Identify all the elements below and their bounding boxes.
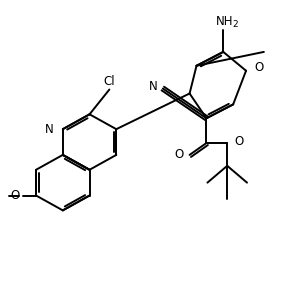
Text: 2: 2 (232, 20, 238, 29)
Text: N: N (149, 80, 158, 93)
Text: O: O (10, 189, 19, 202)
Text: O: O (174, 148, 184, 162)
Text: O: O (234, 134, 243, 148)
Text: NH: NH (216, 15, 233, 28)
Text: O: O (254, 61, 263, 74)
Text: Cl: Cl (103, 75, 115, 88)
Text: N: N (45, 123, 54, 136)
